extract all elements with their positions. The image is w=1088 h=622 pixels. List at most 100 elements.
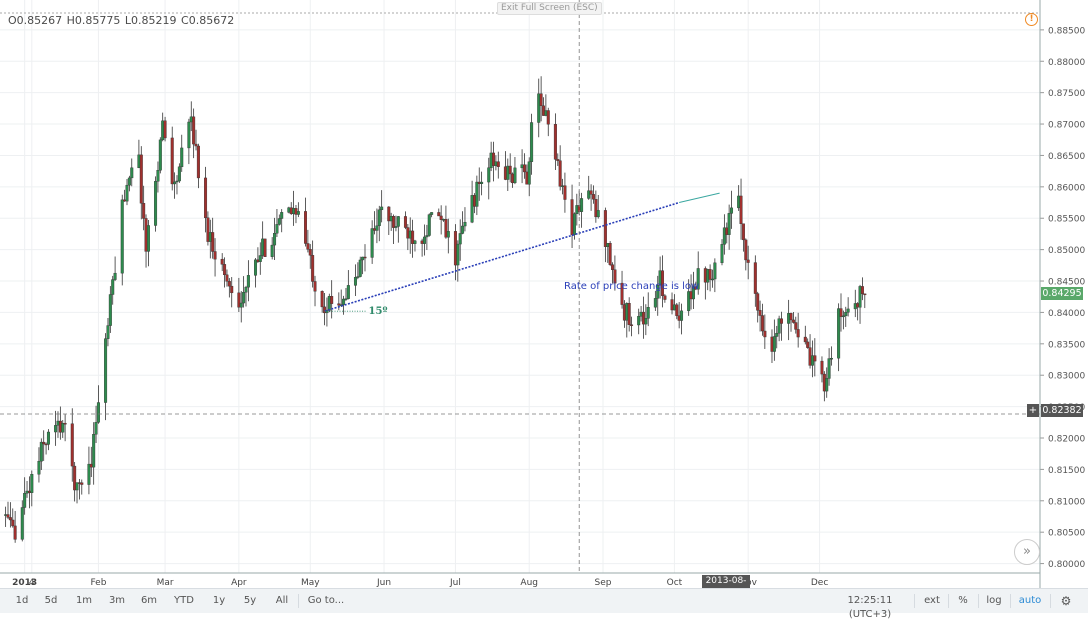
range-3m-button[interactable]: 3m [108, 595, 126, 606]
candle-body [594, 199, 598, 218]
crosshair-date-tag: 2013-08-22 [702, 575, 750, 599]
candle-body [596, 210, 600, 218]
candle-body [42, 441, 46, 445]
y-tick-label: 0.87500 [1048, 89, 1085, 99]
candle-body [180, 147, 184, 168]
candle-body [344, 298, 348, 300]
candle-body [675, 304, 679, 316]
candle-body [530, 122, 534, 162]
candle-body [108, 294, 112, 326]
range-5y-button[interactable]: 5y [243, 595, 257, 606]
candle-body [177, 166, 181, 182]
candle-body [796, 329, 800, 338]
candle-body [522, 164, 526, 173]
candle-body [170, 137, 174, 185]
goto-date-button[interactable]: Go to... [307, 595, 345, 606]
candle-body [280, 212, 284, 219]
candle-body [142, 203, 146, 219]
range-1m-button[interactable]: 1m [75, 595, 93, 606]
candle-body [158, 139, 162, 171]
candle-body [61, 422, 65, 433]
candle-body [444, 219, 448, 238]
candle-body [244, 286, 248, 293]
candle-body [254, 259, 258, 276]
candle-body [430, 212, 434, 215]
candle-body [156, 170, 160, 182]
settings-gear-icon[interactable]: ⚙ [1060, 594, 1072, 608]
x-tick-label: Mar [157, 578, 174, 588]
candle-body [475, 181, 479, 207]
range-5d-button[interactable]: 5d [44, 595, 58, 606]
candle-body [458, 233, 462, 245]
scroll-to-latest-button[interactable]: » [1014, 539, 1040, 565]
candle-body [96, 402, 100, 423]
candle-body [844, 312, 848, 317]
candle-body [154, 181, 158, 226]
candle-body [820, 360, 824, 375]
y-tick-label: 0.86000 [1048, 183, 1085, 193]
toolbar-divider [978, 594, 979, 608]
candle-body [608, 243, 612, 265]
candle-body [572, 213, 576, 235]
candle-body [330, 296, 334, 304]
candle-body [546, 110, 550, 125]
percent-scale-toggle[interactable]: % [958, 595, 968, 606]
candle-body [87, 463, 91, 485]
candle-body [220, 258, 224, 265]
candle-body [827, 358, 831, 379]
chart-background [0, 0, 1088, 588]
range-all-button[interactable]: All [275, 595, 289, 606]
candle-body [837, 308, 841, 359]
auto-scale-toggle[interactable]: auto [1018, 595, 1042, 606]
candle-body [423, 236, 427, 244]
toolbar-divider [1050, 594, 1051, 608]
candle-body [320, 291, 324, 308]
candle-body [304, 211, 308, 244]
candle-body [258, 255, 262, 262]
grid [0, 0, 1040, 573]
log-scale-toggle[interactable]: log [986, 595, 1002, 606]
range-6m-button[interactable]: 6m [140, 595, 158, 606]
x-tick-label: Oct [667, 578, 683, 588]
candle-body [194, 143, 198, 147]
candle-body [223, 264, 227, 276]
candle-body [603, 210, 607, 247]
candle-body [627, 302, 631, 325]
candle-body [480, 181, 484, 184]
close-value: C0.85672 [181, 14, 235, 27]
candle-body [710, 278, 714, 281]
candle-body [656, 285, 660, 299]
exit-fullscreen-button[interactable]: Exit Full Screen (ESC) [497, 2, 602, 15]
candle-body [780, 318, 784, 324]
range-1y-button[interactable]: 1y [212, 595, 226, 606]
candle-body [94, 422, 98, 435]
candle-body [858, 286, 862, 308]
candle-body [8, 517, 12, 521]
add-alert-icon[interactable]: + [1027, 404, 1039, 417]
clock-time[interactable]: 12:25:11 (UTC+3) [847, 595, 893, 620]
x-tick-label: Apr [231, 578, 247, 588]
candle-body [146, 225, 150, 252]
y-tick-label: 0.86500 [1048, 152, 1085, 162]
candle-body [346, 285, 350, 299]
candle-body [789, 313, 793, 321]
x-tick-label: May [301, 578, 320, 588]
candle-body [375, 225, 379, 231]
candle-body [825, 378, 829, 392]
toolbar-divider [1010, 594, 1011, 608]
y-tick-label: 0.88500 [1048, 26, 1085, 36]
range-ytd-button[interactable]: YTD [174, 595, 194, 606]
current-price-tag: 0.84295 [1041, 287, 1083, 301]
angle-label: 15º [369, 306, 388, 317]
candle-body [663, 295, 667, 300]
range-1d-button[interactable]: 1d [15, 595, 29, 606]
extended-hours-toggle[interactable]: ext [924, 595, 940, 606]
candle-body [487, 167, 491, 183]
y-tick-label: 0.80000 [1048, 560, 1085, 570]
candle-body [111, 279, 115, 295]
warning-icon[interactable]: ! [1025, 13, 1038, 26]
candle-body [696, 268, 700, 290]
candle-body [353, 277, 357, 286]
candle-body [163, 120, 167, 139]
